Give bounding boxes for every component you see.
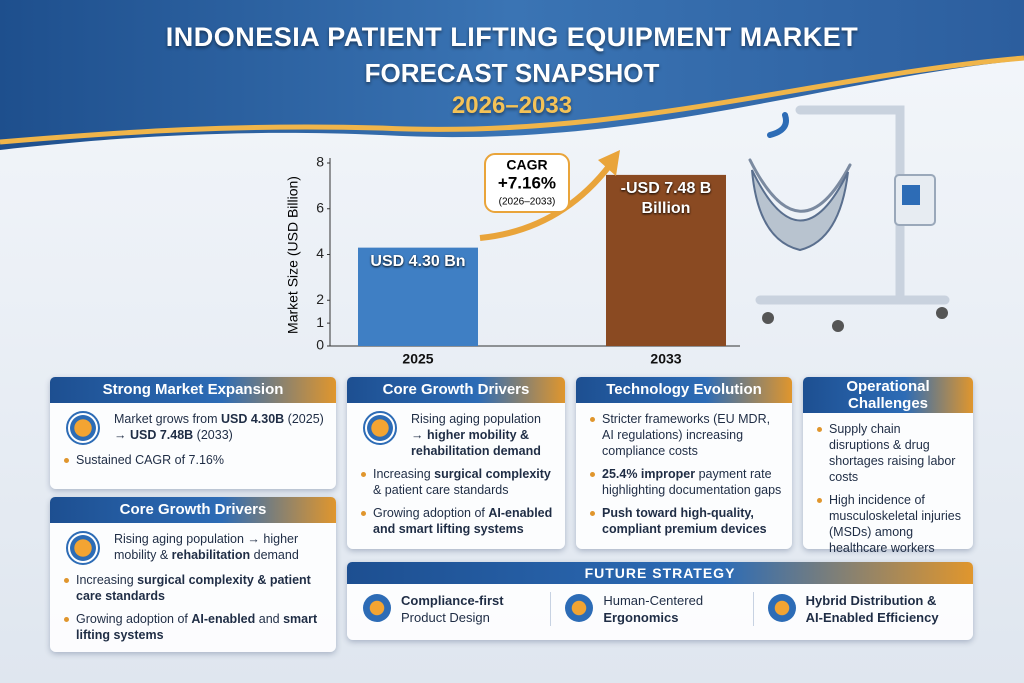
value-label-box: -USD 7.48 B Billion xyxy=(620,179,712,217)
card-item: Growing adoption of AI-enabled and smart… xyxy=(64,611,326,643)
card-list: Market grows from USD 4.30B (2025) → USD… xyxy=(64,411,326,468)
text-segment: rehabilitation xyxy=(171,548,251,562)
text-segment: Stricter frameworks (EU MDR, AI regulati… xyxy=(602,412,771,458)
annotation-title: CAGR xyxy=(506,157,547,173)
strategy-item: Hybrid Distribution & AI-Enabled Efficie… xyxy=(762,592,955,626)
card: Strong Market Expansion Market grows from… xyxy=(50,377,336,489)
text-segment: Hybrid Distribution & AI-Enabled Efficie… xyxy=(805,593,939,625)
card-item: Push toward high-quality, compliant prem… xyxy=(590,505,782,537)
y-tick-label: 0 xyxy=(316,337,324,353)
y-axis-label: Market Size (USD Billion) xyxy=(285,176,301,334)
text-segment: Growing adoption of xyxy=(373,506,489,520)
annotation-period: (2026–2033) xyxy=(499,197,556,208)
bar xyxy=(606,174,726,346)
strategy-title: FUTURE STRATEGY xyxy=(347,562,973,584)
card-item: High incidence of musculoskeletal injuri… xyxy=(817,492,963,556)
strategy-item: Compliance-first Product Design xyxy=(357,592,552,626)
text-segment: Increasing xyxy=(373,467,435,481)
y-tick-label: 6 xyxy=(316,199,324,215)
chart: Market Size (USD Billion) 0 1 2 4 6 8 USD 4.30… xyxy=(285,150,740,367)
annotation-box xyxy=(484,153,570,213)
text-segment: and xyxy=(255,612,284,626)
years: 2026–2033 xyxy=(451,92,573,119)
text-segment: → higher mobility & rehabilitation deman… xyxy=(411,428,541,458)
x-tick-label: 2025 xyxy=(402,351,433,367)
title: FORECAST SNAPSHOT xyxy=(364,58,660,88)
strategy-items: Compliance-first Product Design Human-Cen… xyxy=(347,584,973,634)
strategy-panel: FUTURE STRATEGY Compliance-first Product… xyxy=(347,562,973,640)
text-segment: Rising aging population xyxy=(411,412,541,426)
strategy-item: Human-Centered Ergonomics xyxy=(559,592,754,626)
patient-lift xyxy=(748,105,950,332)
text-segment: Increasing xyxy=(76,573,138,587)
card-list: Rising aging population → higher mobilit… xyxy=(361,411,555,537)
text-segment: AI-enabled xyxy=(191,612,256,626)
title: INDONESIA PATIENT LIFTING EQUIPMENT MARK… xyxy=(165,22,859,52)
text-segment: Compliance-first xyxy=(401,593,504,608)
card-item: Sustained CAGR of 7.16% xyxy=(64,452,326,468)
text-segment: → USD 7.48B xyxy=(114,428,194,442)
value-label-box: USD 4.30 Bn xyxy=(370,252,466,270)
y-tick-label: 4 xyxy=(316,245,324,261)
text-segment: (2033) xyxy=(193,428,233,442)
text-segment: Growing adoption of xyxy=(76,612,192,626)
value-label: USD 4.30 Bn xyxy=(370,252,466,270)
arrow-head xyxy=(598,150,620,176)
text-segment: Ergonomics xyxy=(603,610,679,625)
text-segment: smart lifting systems xyxy=(76,612,318,642)
text-segment: Supply chain disruptions & drug shortage… xyxy=(829,422,956,484)
card: Technology Evolution Stricter frameworks … xyxy=(576,377,792,549)
growth-arrow xyxy=(479,163,613,241)
text-segment: High incidence of musculoskeletal injuri… xyxy=(829,493,962,555)
text-segment: & patient care standards xyxy=(373,483,509,497)
text-segment: demand xyxy=(250,548,299,562)
card-title: Operational Challenges xyxy=(803,377,973,413)
card-list: Supply chain disruptions & drug shortage… xyxy=(817,421,963,556)
card-list: Stricter frameworks (EU MDR, AI regulati… xyxy=(590,411,782,537)
card: Core Growth Drivers Rising aging populati… xyxy=(50,497,336,652)
y-tick-label: 2 xyxy=(316,291,324,307)
text-segment: Sustained CAGR of 7.16% xyxy=(76,453,224,467)
card-item: 25.4% improper payment rate highlighting… xyxy=(590,466,782,498)
text-segment: Human-Centered xyxy=(603,593,704,608)
text-segment: surgical complexity & patient care stand… xyxy=(76,573,311,603)
bar xyxy=(358,247,478,346)
card: Core Growth Drivers Rising aging populati… xyxy=(347,377,565,549)
card-list: Rising aging population → higher mobilit… xyxy=(64,531,326,643)
card: Operational Challenges Supply chain disru… xyxy=(803,377,973,555)
card-title: Strong Market Expansion xyxy=(50,377,336,403)
card-item: Market grows from USD 4.30B (2025) → USD… xyxy=(64,411,326,445)
text-segment: surgical complexity xyxy=(434,467,551,481)
y-tick-label: 8 xyxy=(316,154,324,170)
annotation-value: +7.16% xyxy=(498,173,556,192)
text-segment: Rising aging population → higher mobilit… xyxy=(114,532,299,562)
text-segment: Market grows from xyxy=(114,412,221,426)
value-label: -USD 7.48 B Billion xyxy=(620,179,712,217)
card-item: Rising aging population → higher mobilit… xyxy=(361,411,555,459)
text-segment: Push toward high-quality, compliant prem… xyxy=(602,506,767,536)
card-item: Stricter frameworks (EU MDR, AI regulati… xyxy=(590,411,782,459)
text-segment: 25.4% improper xyxy=(602,467,696,481)
card-item: Increasing surgical complexity & patient… xyxy=(361,466,555,498)
text-segment: USD 4.30B xyxy=(220,412,285,426)
card-item: Supply chain disruptions & drug shortage… xyxy=(817,421,963,485)
text-segment: (2025) xyxy=(284,412,324,426)
card-item: Increasing surgical complexity & patient… xyxy=(64,572,326,604)
text-segment: payment rate highlighting documentation … xyxy=(602,467,782,497)
card-title: Core Growth Drivers xyxy=(347,377,565,403)
card-title: Technology Evolution xyxy=(576,377,792,403)
y-tick-label: 1 xyxy=(316,314,324,330)
text-segment: AI-enabled and smart lifting systems xyxy=(373,506,553,536)
x-tick-label: 2033 xyxy=(650,351,681,367)
card-item: Rising aging population → higher mobilit… xyxy=(64,531,326,565)
card-item: Growing adoption of AI-enabled and smart… xyxy=(361,505,555,537)
card-title: Core Growth Drivers xyxy=(50,497,336,523)
text-segment: Product Design xyxy=(401,610,490,625)
